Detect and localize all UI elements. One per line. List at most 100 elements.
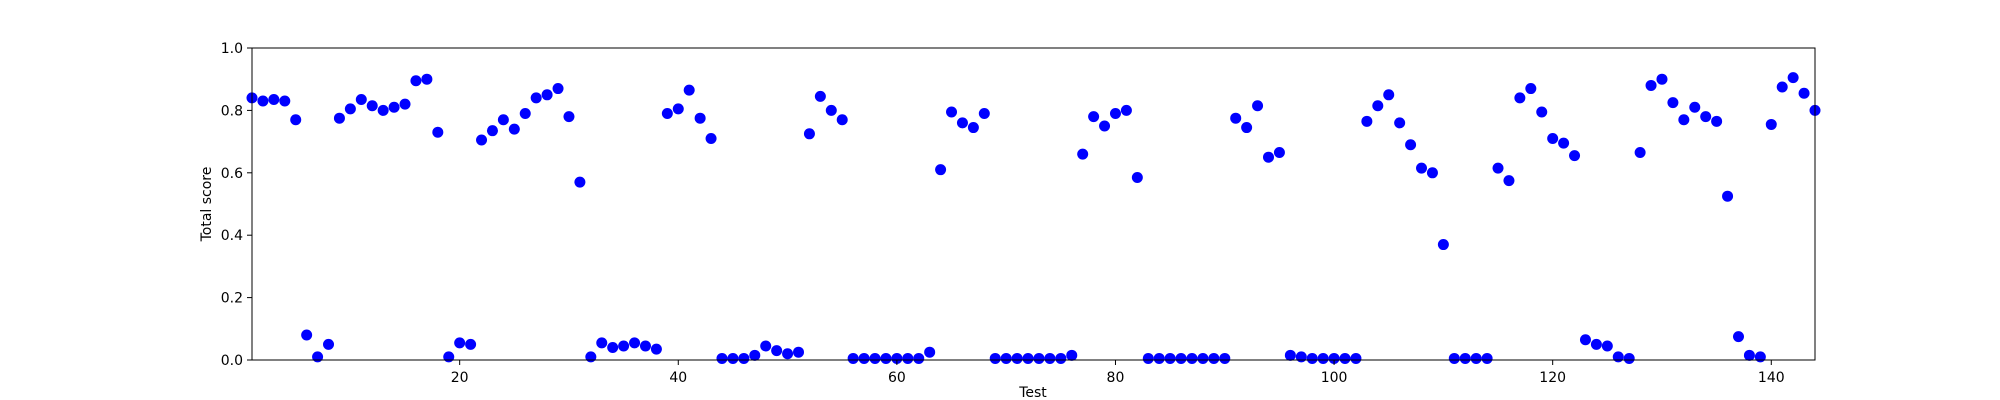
data-point <box>1678 114 1690 126</box>
data-point <box>476 134 488 146</box>
data-point <box>1437 239 1449 251</box>
data-point <box>268 93 280 105</box>
data-point <box>366 100 378 112</box>
data-point <box>913 352 925 364</box>
data-point <box>486 125 498 137</box>
data-point <box>552 83 564 95</box>
data-point <box>1612 351 1624 363</box>
data-point <box>1372 100 1384 112</box>
data-point <box>1317 352 1329 364</box>
x-tick-label: 60 <box>888 370 906 386</box>
data-point <box>1000 352 1012 364</box>
data-point <box>1109 108 1121 120</box>
data-point <box>279 95 291 107</box>
data-point <box>716 352 728 364</box>
data-point <box>902 352 914 364</box>
data-point <box>803 128 815 140</box>
data-point <box>1099 120 1111 132</box>
data-point <box>629 337 641 349</box>
data-point <box>1230 112 1242 124</box>
y-tick-label: 0.8 <box>221 103 243 119</box>
data-point <box>465 338 477 350</box>
x-tick-label: 20 <box>451 370 469 386</box>
data-point <box>1765 118 1777 130</box>
data-point <box>935 164 947 176</box>
data-point <box>1306 352 1318 364</box>
y-tick-label: 1.0 <box>221 41 243 57</box>
data-point <box>596 337 608 349</box>
data-point <box>1164 352 1176 364</box>
data-point <box>1547 132 1559 144</box>
data-point <box>1295 351 1307 363</box>
data-point <box>1120 104 1132 116</box>
data-point <box>946 106 958 118</box>
data-point <box>1186 352 1198 364</box>
data-point <box>1055 352 1067 364</box>
data-point <box>1700 111 1712 123</box>
data-point <box>1634 147 1646 159</box>
data-point <box>793 346 805 358</box>
data-point <box>1590 338 1602 350</box>
x-axis-ticks: 20 40 60 80 100 120 140 <box>451 360 1785 386</box>
data-point <box>1579 334 1591 346</box>
data-point <box>443 351 455 363</box>
y-tick-label: 0.4 <box>221 228 243 244</box>
data-point <box>257 95 269 107</box>
x-tick-label: 140 <box>1758 370 1785 386</box>
data-point <box>1394 117 1406 129</box>
data-point <box>978 108 990 120</box>
data-point <box>410 75 422 87</box>
data-point <box>1273 147 1285 159</box>
data-point <box>290 114 302 126</box>
x-tick-label: 100 <box>1321 370 1348 386</box>
data-point <box>454 337 466 349</box>
data-point <box>1208 352 1220 364</box>
data-point <box>1077 148 1089 160</box>
data-point <box>1252 100 1264 112</box>
data-point <box>1219 352 1231 364</box>
data-point <box>639 340 651 352</box>
data-point <box>432 126 444 138</box>
y-tick-label: 0.6 <box>221 166 243 182</box>
data-point <box>333 112 345 124</box>
data-point <box>607 342 619 354</box>
data-point <box>541 89 553 101</box>
data-point <box>1514 92 1526 104</box>
data-point <box>1536 106 1548 118</box>
data-point <box>727 352 739 364</box>
x-tick-label: 120 <box>1539 370 1566 386</box>
data-point <box>574 176 586 188</box>
data-point <box>760 340 772 352</box>
data-point <box>1492 162 1504 174</box>
data-point <box>1241 122 1253 134</box>
data-point <box>661 108 673 120</box>
data-point <box>1623 352 1635 364</box>
data-point <box>1426 167 1438 179</box>
data-point <box>1601 340 1613 352</box>
x-tick-label: 80 <box>1107 370 1125 386</box>
x-tick-label: 40 <box>669 370 687 386</box>
data-point <box>1448 352 1460 364</box>
data-point <box>858 352 870 364</box>
data-point <box>989 352 1001 364</box>
x-axis-label: Test <box>1018 385 1047 400</box>
data-point <box>1798 87 1810 99</box>
data-point <box>771 345 783 357</box>
data-point <box>1033 352 1045 364</box>
data-point <box>497 114 509 126</box>
data-point <box>1361 115 1373 127</box>
data-point <box>1339 352 1351 364</box>
data-point <box>738 352 750 364</box>
data-point <box>1558 137 1570 149</box>
data-point <box>1689 101 1701 113</box>
data-point <box>1722 190 1734 202</box>
data-point <box>705 132 717 144</box>
data-point <box>1197 352 1209 364</box>
data-point <box>1066 349 1078 361</box>
data-point <box>749 349 761 361</box>
data-point <box>694 112 706 124</box>
data-point <box>355 93 367 105</box>
data-point <box>1142 352 1154 364</box>
data-point <box>344 103 356 115</box>
y-axis-ticks: 0.0 0.2 0.4 0.6 0.8 1.0 <box>221 41 252 369</box>
